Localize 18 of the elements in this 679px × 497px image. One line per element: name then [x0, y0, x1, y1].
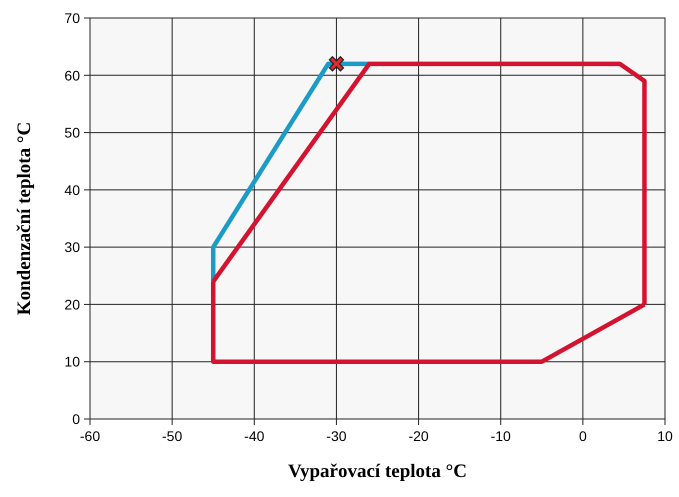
x-axis-title: Vypařovací teplota °C	[288, 461, 467, 482]
y-tick-label: 0	[72, 411, 80, 427]
y-axis-title: Kondenzační teplota °C	[14, 122, 35, 316]
x-tick-label: 10	[657, 428, 673, 444]
y-tick-label: 50	[64, 124, 80, 141]
x-tick-label: -20	[408, 428, 429, 444]
x-tick-label: -40	[244, 428, 265, 444]
y-tick-label: 30	[64, 239, 80, 256]
y-tick-label: 70	[64, 10, 80, 26]
x-tick-label: 0	[578, 428, 587, 444]
x-tick-label: -30	[326, 428, 347, 444]
y-tick-label: 10	[64, 354, 80, 370]
y-tick-label: 20	[64, 296, 80, 312]
x-tick-label: -50	[162, 428, 182, 444]
x-tick-label: -10	[490, 428, 512, 444]
y-tick-label: 40	[64, 182, 80, 198]
x-tick-label: -60	[80, 428, 100, 444]
y-tick-label: 60	[64, 67, 80, 84]
